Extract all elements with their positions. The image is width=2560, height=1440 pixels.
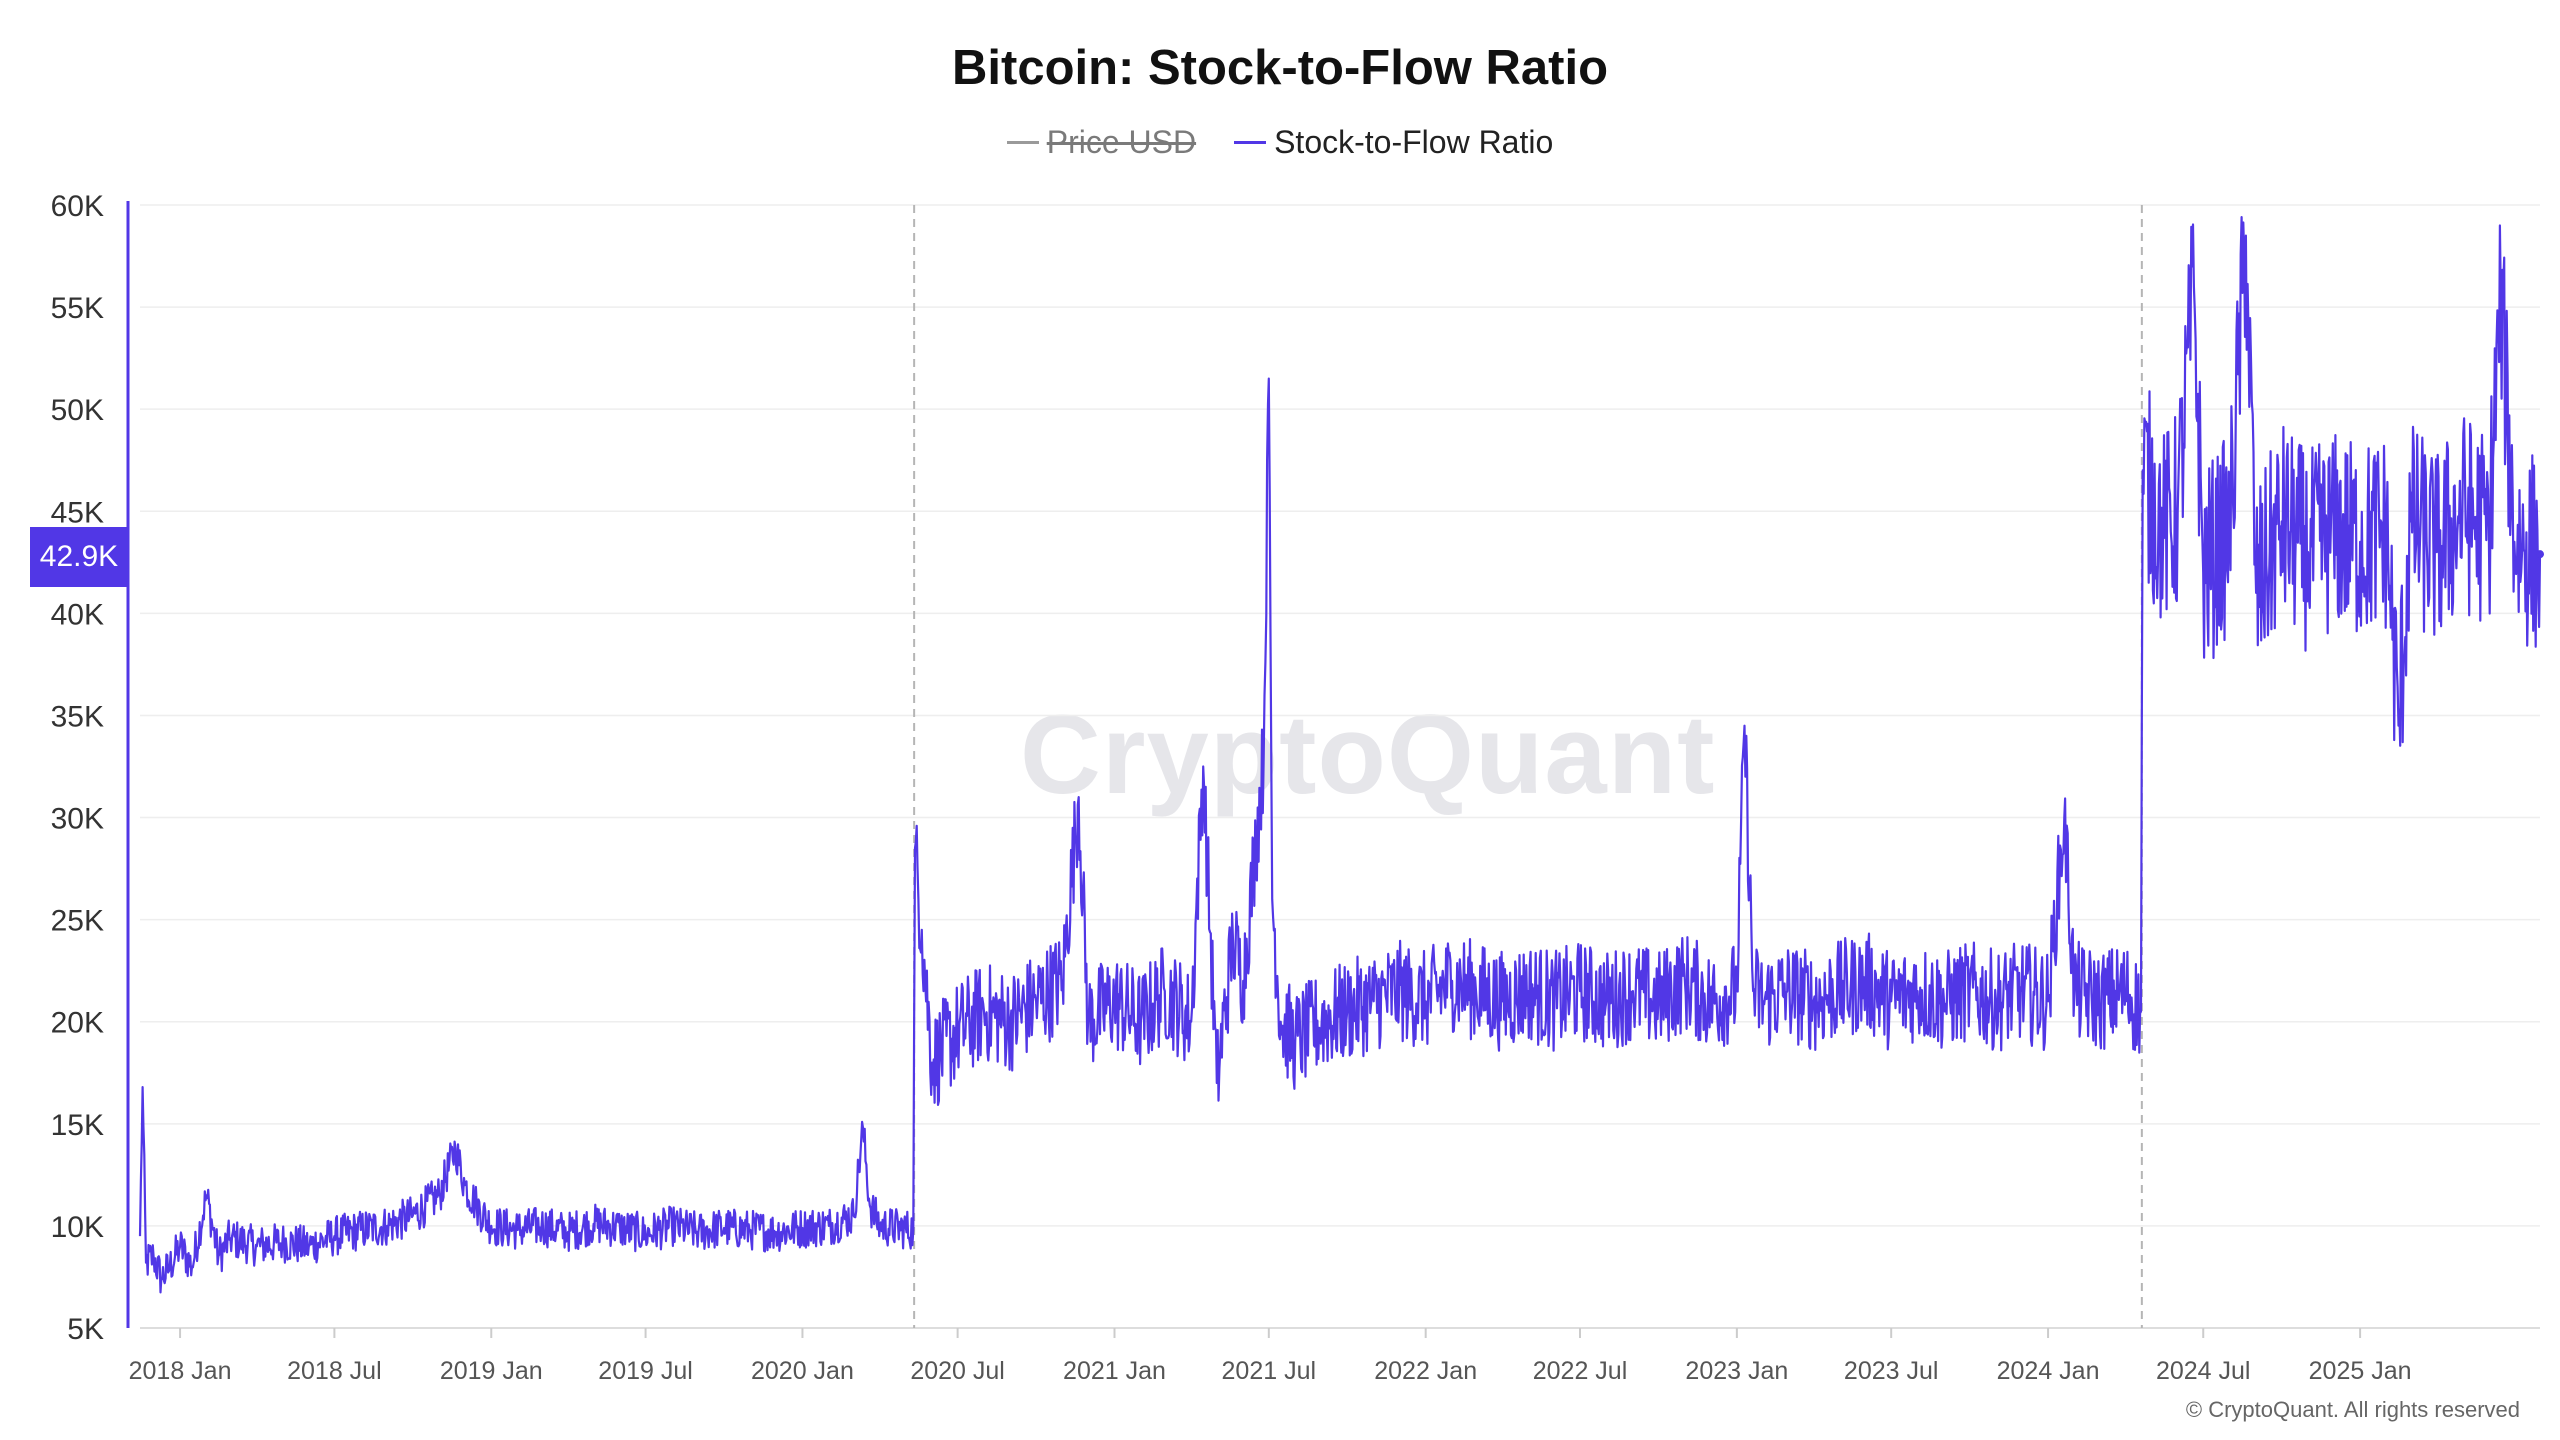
y-tick-label: 20K <box>51 1007 104 1040</box>
legend-swatch-price-usd <box>1006 141 1039 144</box>
x-tick-label: 2024 Jul <box>2156 1357 2251 1385</box>
current-value-badge: 42.9K <box>30 527 128 587</box>
y-tick-label: 60K <box>51 190 104 223</box>
x-tick-label: 2018 Jan <box>129 1357 232 1385</box>
chart-title: Bitcoin: Stock-to-Flow Ratio <box>952 41 1608 95</box>
y-tick-label: 35K <box>51 700 104 733</box>
x-tick-label: 2021 Jan <box>1063 1357 1166 1385</box>
legend-item-stock-to-flow[interactable]: Stock-to-Flow Ratio <box>1234 124 1553 161</box>
x-tick-label: 2022 Jan <box>1374 1357 1477 1385</box>
legend-label-price-usd: Price USD <box>1046 124 1197 160</box>
x-tick-label: 2023 Jan <box>1685 1357 1788 1385</box>
y-tick-label: 40K <box>51 598 104 631</box>
copyright-text: © CryptoQuant. All rights reserved <box>2185 1397 2520 1422</box>
legend-label-stock-to-flow: Stock-to-Flow Ratio <box>1274 124 1554 160</box>
y-tick-label: 50K <box>51 394 104 427</box>
y-tick-label: 30K <box>51 803 104 836</box>
y-tick-label: 25K <box>51 905 104 938</box>
watermark: CryptoQuant <box>1020 692 1716 817</box>
series-line-stock-to-flow[interactable] <box>138 216 2542 1294</box>
x-tick-label: 2023 Jul <box>1844 1357 1939 1385</box>
x-tick-label: 2021 Jul <box>1222 1357 1317 1385</box>
y-tick-label: 5K <box>67 1313 104 1346</box>
legend-swatch-stock-to-flow <box>1234 141 1267 144</box>
x-tick-label: 2019 Jan <box>440 1357 543 1385</box>
x-tick-label: 2018 Jul <box>287 1357 382 1385</box>
y-tick-label: 10K <box>51 1211 104 1244</box>
y-tick-label: 15K <box>51 1109 104 1142</box>
last-value-point <box>2536 550 2544 559</box>
y-tick-label: 55K <box>51 292 104 325</box>
y-tick-label: 45K <box>51 496 104 529</box>
x-tick-label: 2020 Jul <box>910 1357 1005 1385</box>
x-tick-label: 2020 Jan <box>751 1357 854 1385</box>
x-tick-label: 2022 Jul <box>1533 1357 1628 1385</box>
chart-legend: Price USD Stock-to-Flow Ratio <box>0 124 2560 161</box>
x-tick-label: 2025 Jan <box>2309 1357 2412 1385</box>
legend-item-price-usd[interactable]: Price USD <box>1006 124 1197 161</box>
x-tick-label: 2019 Jul <box>598 1357 693 1385</box>
x-tick-label: 2024 Jan <box>1997 1357 2100 1385</box>
